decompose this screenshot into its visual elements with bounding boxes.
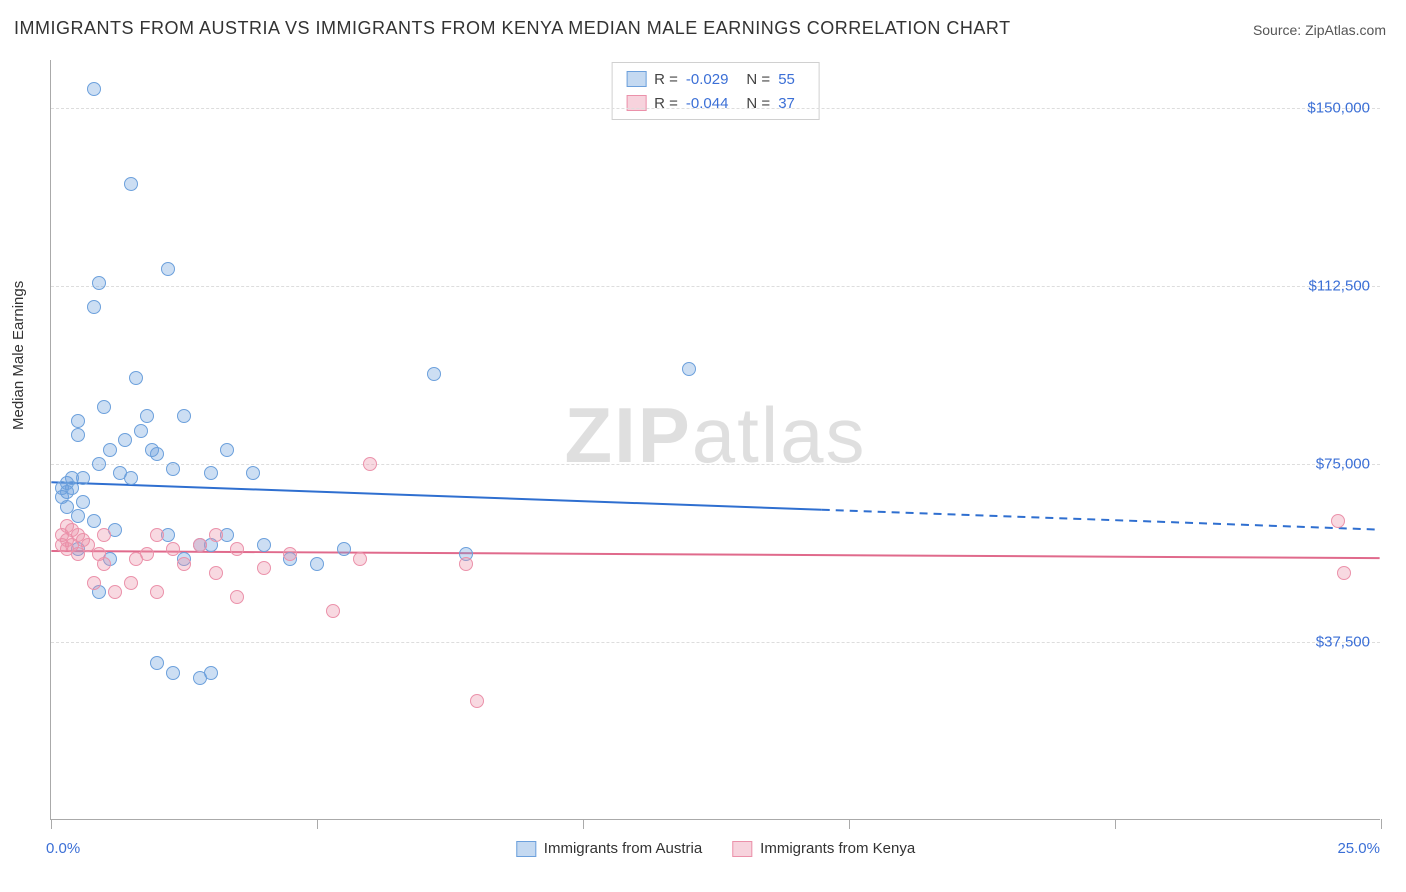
gridline	[51, 464, 1380, 465]
plot-area: ZIPatlas R =-0.029N =55R =-0.044N =37 Im…	[50, 60, 1380, 820]
data-point	[76, 495, 90, 509]
data-point	[204, 466, 218, 480]
data-point	[87, 300, 101, 314]
data-point	[150, 447, 164, 461]
data-point	[1337, 566, 1351, 580]
data-point	[97, 528, 111, 542]
data-point	[177, 409, 191, 423]
gridline	[51, 642, 1380, 643]
data-point	[134, 424, 148, 438]
data-point	[92, 276, 106, 290]
data-point	[246, 466, 260, 480]
data-point	[87, 576, 101, 590]
gridline	[51, 286, 1380, 287]
data-point	[230, 590, 244, 604]
data-point	[150, 656, 164, 670]
x-axis-min-label: 0.0%	[46, 840, 80, 857]
legend-series-label: Immigrants from Austria	[544, 840, 702, 857]
x-axis-max-label: 25.0%	[1337, 840, 1380, 857]
y-tick-label: $112,500	[1309, 277, 1370, 294]
regression-line-dashed	[822, 510, 1380, 530]
data-point	[470, 694, 484, 708]
data-point	[177, 557, 191, 571]
x-tick	[1115, 819, 1116, 829]
legend-series-item: Immigrants from Kenya	[732, 840, 915, 857]
data-point	[129, 371, 143, 385]
data-point	[103, 443, 117, 457]
data-point	[150, 585, 164, 599]
data-point	[166, 542, 180, 556]
legend-series-item: Immigrants from Austria	[516, 840, 702, 857]
data-point	[257, 538, 271, 552]
source-value: ZipAtlas.com	[1305, 22, 1386, 38]
x-tick	[1381, 819, 1382, 829]
y-tick-label: $75,000	[1316, 455, 1370, 472]
data-point	[140, 409, 154, 423]
data-point	[118, 433, 132, 447]
data-point	[87, 514, 101, 528]
y-tick-label: $150,000	[1307, 99, 1370, 116]
data-point	[166, 666, 180, 680]
data-point	[682, 362, 696, 376]
data-point	[209, 566, 223, 580]
legend-series-label: Immigrants from Kenya	[760, 840, 915, 857]
data-point	[204, 666, 218, 680]
chart-title: IMMIGRANTS FROM AUSTRIA VS IMMIGRANTS FR…	[14, 18, 1011, 39]
source-attribution: Source: ZipAtlas.com	[1253, 22, 1386, 38]
data-point	[161, 262, 175, 276]
data-point	[76, 471, 90, 485]
x-tick	[583, 819, 584, 829]
data-point	[71, 414, 85, 428]
data-point	[108, 585, 122, 599]
gridline	[51, 108, 1380, 109]
x-tick	[317, 819, 318, 829]
regression-lines	[51, 60, 1380, 819]
data-point	[71, 428, 85, 442]
data-point	[337, 542, 351, 556]
legend-series: Immigrants from Austria Immigrants from K…	[516, 840, 915, 857]
data-point	[150, 528, 164, 542]
data-point	[459, 557, 473, 571]
y-tick-label: $37,500	[1316, 633, 1370, 650]
data-point	[427, 367, 441, 381]
data-point	[124, 471, 138, 485]
x-tick	[849, 819, 850, 829]
data-point	[230, 542, 244, 556]
y-axis-label: Median Male Earnings	[10, 281, 27, 430]
data-point	[140, 547, 154, 561]
data-point	[97, 557, 111, 571]
data-point	[1331, 514, 1345, 528]
regression-line-solid	[51, 551, 1379, 558]
x-tick	[51, 819, 52, 829]
data-point	[193, 538, 207, 552]
legend-swatch	[732, 841, 752, 857]
data-point	[326, 604, 340, 618]
data-point	[124, 576, 138, 590]
data-point	[257, 561, 271, 575]
data-point	[283, 547, 297, 561]
data-point	[363, 457, 377, 471]
legend-swatch	[516, 841, 536, 857]
data-point	[124, 177, 138, 191]
data-point	[87, 82, 101, 96]
regression-line-solid	[51, 482, 821, 510]
data-point	[353, 552, 367, 566]
data-point	[166, 462, 180, 476]
data-point	[92, 457, 106, 471]
data-point	[310, 557, 324, 571]
data-point	[97, 400, 111, 414]
data-point	[220, 443, 234, 457]
source-label: Source:	[1253, 22, 1301, 38]
data-point	[209, 528, 223, 542]
